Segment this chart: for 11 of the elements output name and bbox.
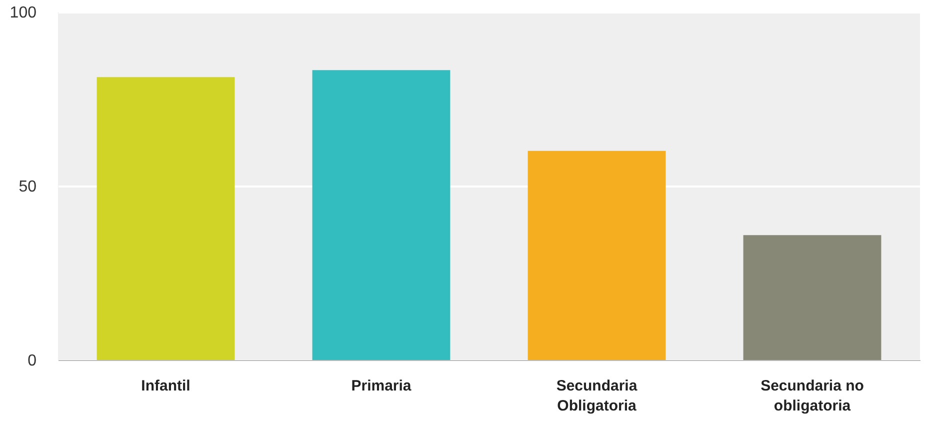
bar bbox=[743, 235, 882, 360]
y-tick-label: 0 bbox=[28, 352, 37, 370]
y-tick-label: 100 bbox=[10, 4, 37, 22]
x-tick-label: Infantil bbox=[141, 378, 190, 394]
bar bbox=[528, 150, 666, 360]
bar bbox=[96, 77, 235, 360]
x-tick-label: Secundaria Obligatoria bbox=[556, 378, 638, 414]
bar bbox=[312, 70, 450, 360]
y-tick-label: 50 bbox=[18, 178, 37, 196]
x-tick-label: Secundaria no obligatoria bbox=[760, 378, 864, 414]
x-tick-label: Primaria bbox=[351, 378, 412, 394]
